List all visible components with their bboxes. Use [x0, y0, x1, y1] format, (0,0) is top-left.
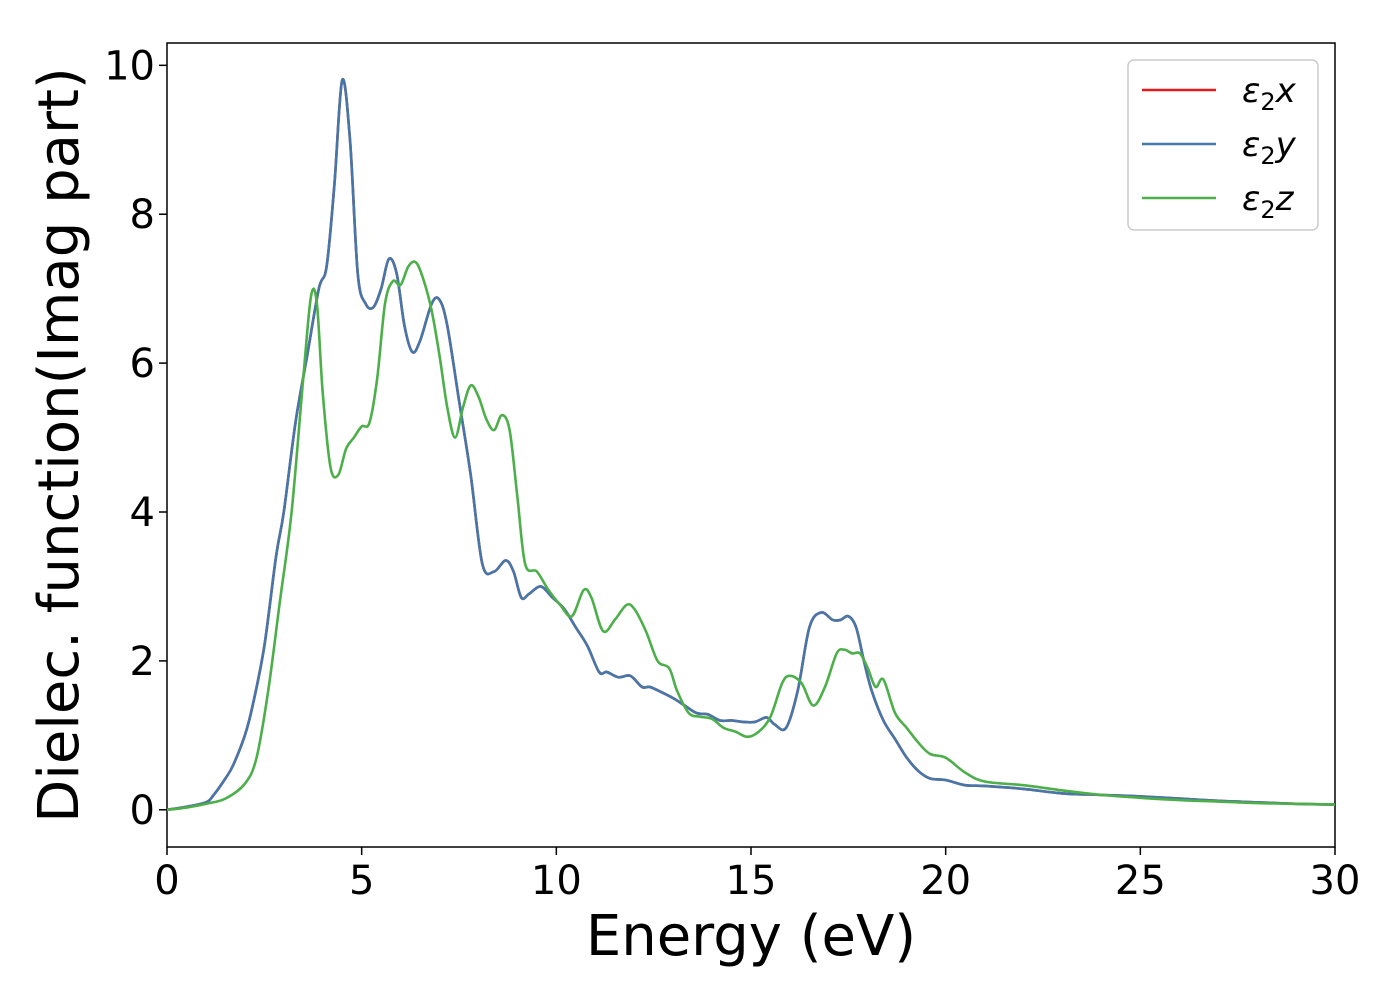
series-line-y	[167, 77, 1335, 812]
legend: ε2x ε2y ε2z	[1127, 59, 1319, 231]
y-tick-label: 10	[104, 43, 155, 89]
x-tick-label: 10	[531, 858, 582, 904]
y-tick-label: 8	[130, 192, 155, 238]
x-tick-label: 5	[349, 858, 374, 904]
legend-label-y: ε2y	[1242, 125, 1297, 170]
x-tick-label: 20	[920, 858, 971, 904]
series-layer	[167, 77, 1335, 812]
x-tick-label: 15	[726, 858, 777, 904]
series-line-z	[167, 260, 1335, 812]
y-tick-label: 0	[130, 788, 155, 834]
y-axis: 0 2 4 6 8 10	[104, 43, 167, 834]
x-tick-label: 30	[1310, 858, 1361, 904]
x-axis: 0 5 10 15 20 25 30	[154, 847, 1360, 904]
x-tick-label: 25	[1115, 858, 1166, 904]
x-tick-label: 0	[154, 858, 179, 904]
legend-label-z: ε2z	[1242, 179, 1295, 224]
x-axis-label: Energy (eV)	[586, 904, 916, 969]
y-tick-label: 2	[130, 639, 155, 685]
y-tick-label: 4	[130, 490, 155, 536]
y-axis-label: Dielec. function(Imag part)	[27, 67, 92, 823]
legend-label-x: ε2x	[1242, 71, 1297, 116]
y-tick-label: 6	[130, 341, 155, 387]
legend-box	[1127, 59, 1319, 231]
